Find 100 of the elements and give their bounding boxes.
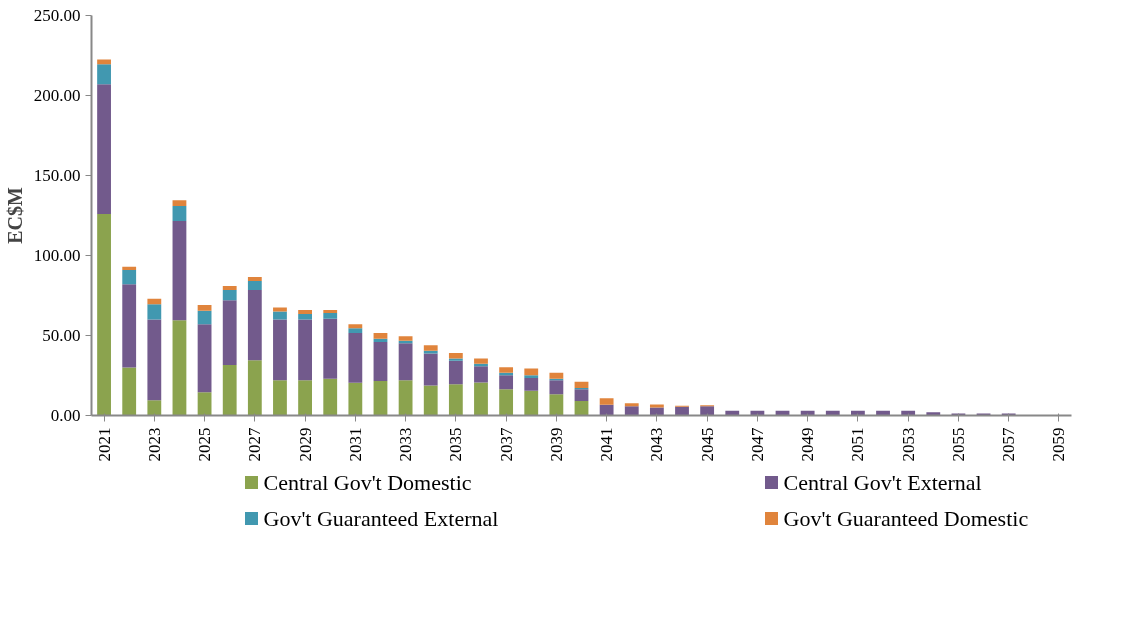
bar	[373, 341, 388, 382]
y-tick-label: 50.00	[42, 326, 81, 345]
bar	[499, 367, 514, 373]
legend-label: Central Gov't External	[783, 470, 982, 495]
x-tick-label: 2051	[848, 427, 868, 462]
x-tick-label: 2033	[396, 427, 416, 462]
y-tick-label: 250.00	[33, 6, 81, 25]
bar	[273, 380, 287, 416]
bar	[323, 313, 338, 319]
y-tick-label: 200.00	[33, 86, 81, 105]
bar	[222, 365, 237, 416]
bar	[97, 213, 111, 416]
bar	[348, 333, 363, 383]
x-tick-label: 2047	[747, 427, 767, 462]
bar	[147, 298, 162, 305]
bar	[976, 413, 991, 416]
bar	[147, 319, 162, 401]
bar	[348, 382, 363, 416]
legend-label: Central Gov't Domestic	[263, 470, 472, 495]
bar	[574, 400, 589, 416]
bar	[499, 389, 514, 416]
x-tick-label: 2031	[345, 427, 365, 462]
x-tick-label: 2059	[1049, 427, 1069, 462]
x-tick-label: 2043	[647, 427, 667, 462]
bar	[624, 403, 639, 407]
bar	[398, 343, 413, 381]
bar	[675, 406, 689, 416]
bar	[348, 324, 363, 329]
bar	[524, 390, 539, 416]
bar	[448, 360, 463, 385]
bar	[574, 381, 589, 388]
bar	[549, 380, 564, 395]
bar	[423, 385, 438, 416]
y-tick-label: 100.00	[33, 246, 81, 265]
bar	[926, 412, 941, 416]
bar	[524, 375, 539, 378]
x-tick-label: 2035	[446, 427, 466, 462]
bar	[222, 300, 237, 366]
bar	[247, 277, 262, 282]
y-axis-title: EC$M	[3, 187, 26, 244]
bar	[423, 353, 438, 386]
bar	[147, 400, 162, 416]
bar	[323, 378, 338, 416]
x-tick-label: 2053	[898, 427, 918, 462]
y-tick-label: 150.00	[33, 166, 81, 185]
bar	[624, 406, 639, 416]
bar	[122, 284, 137, 368]
bar	[97, 84, 111, 214]
bar	[373, 333, 388, 339]
bar	[474, 358, 488, 364]
bar	[574, 389, 589, 401]
x-tick-label: 2021	[94, 427, 114, 462]
x-tick-label: 2045	[697, 427, 717, 462]
x-tick-label: 2037	[496, 427, 516, 462]
bar	[448, 384, 463, 416]
bar	[222, 289, 237, 301]
legend-label: Gov't Guaranteed External	[263, 506, 499, 531]
bar	[172, 205, 187, 222]
bar	[448, 353, 463, 359]
x-tick-label: 2049	[798, 427, 818, 462]
x-tick-label: 2041	[597, 427, 617, 462]
bar	[448, 358, 463, 361]
bar	[423, 345, 438, 351]
bar	[323, 318, 338, 379]
bar	[474, 366, 488, 383]
x-tick-label: 2025	[195, 427, 215, 462]
bar	[197, 324, 212, 393]
bar	[247, 289, 262, 361]
bar	[474, 382, 488, 416]
bar	[649, 404, 664, 408]
bar	[549, 372, 564, 379]
x-tick-label: 2027	[245, 427, 265, 462]
bar	[398, 336, 413, 341]
bar	[197, 305, 212, 311]
bar	[197, 392, 212, 416]
bar	[323, 309, 338, 314]
bar	[172, 320, 187, 416]
x-tick-label: 2055	[948, 427, 968, 462]
bar	[700, 406, 715, 416]
bar	[348, 328, 363, 334]
bar	[247, 281, 262, 290]
bar	[172, 221, 187, 321]
bar	[273, 311, 287, 320]
bar	[549, 394, 564, 416]
bar	[298, 380, 312, 416]
bar	[147, 304, 162, 320]
x-tick-label: 2057	[999, 427, 1019, 462]
bar	[122, 266, 137, 270]
bar	[524, 368, 539, 376]
bar	[273, 319, 287, 381]
bar	[247, 360, 262, 416]
bar	[172, 200, 187, 206]
x-tick-label: 2029	[295, 427, 315, 462]
bar	[298, 319, 312, 381]
bar	[197, 310, 212, 325]
bar	[298, 309, 312, 314]
bar	[122, 367, 137, 416]
legend-label: Gov't Guaranteed Domestic	[783, 506, 1029, 531]
bar	[273, 307, 287, 312]
bar	[97, 64, 111, 85]
